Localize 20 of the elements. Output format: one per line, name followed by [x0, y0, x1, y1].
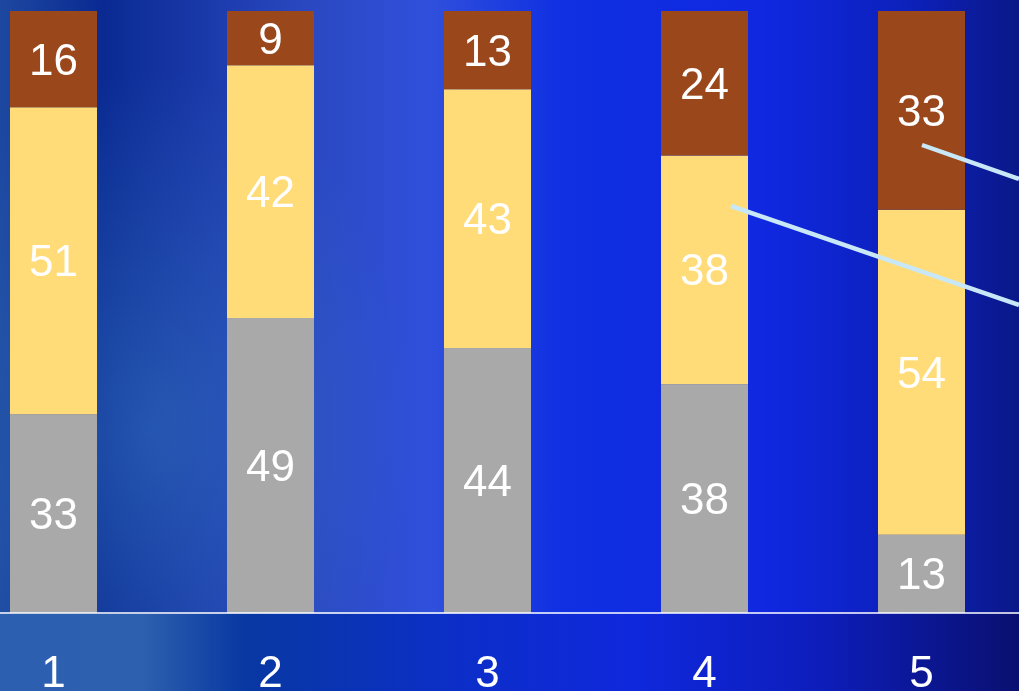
data-label: 33 — [29, 489, 78, 539]
data-label: 24 — [680, 58, 729, 108]
x-tick-label: 1 — [41, 647, 66, 691]
x-tick-label: 5 — [909, 647, 934, 691]
data-label: 16 — [29, 34, 78, 84]
data-label: 33 — [897, 85, 946, 135]
x-tick-label: 4 — [692, 647, 717, 691]
data-label: 38 — [680, 245, 729, 295]
data-label: 42 — [246, 167, 295, 217]
x-tick-label: 2 — [258, 647, 283, 691]
x-tick-label: 3 — [475, 647, 500, 691]
data-label: 44 — [463, 456, 512, 506]
data-label: 51 — [29, 236, 78, 286]
data-label: 49 — [246, 441, 295, 491]
data-label: 38 — [680, 474, 729, 524]
data-label: 13 — [897, 549, 946, 599]
data-label: 13 — [463, 25, 512, 75]
data-label: 9 — [258, 13, 283, 63]
data-label: 43 — [463, 194, 512, 244]
data-label: 54 — [897, 347, 946, 397]
